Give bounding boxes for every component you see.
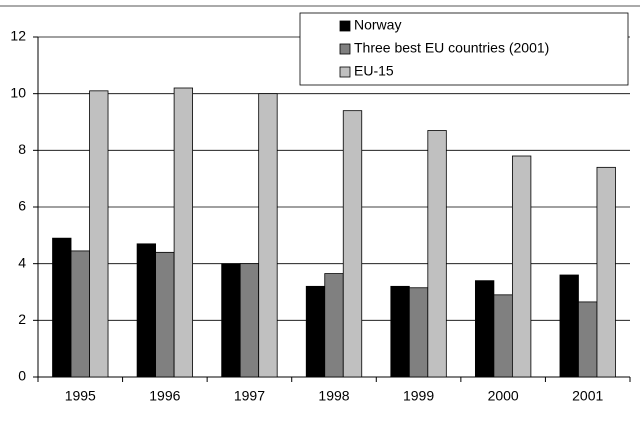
bar <box>342 110 363 378</box>
bar <box>493 294 513 378</box>
x-tick-label: 1997 <box>234 388 265 404</box>
x-tick-label: 1998 <box>318 388 349 404</box>
bar <box>136 243 157 378</box>
bar <box>596 166 616 378</box>
bar <box>305 285 326 378</box>
bar <box>155 251 175 378</box>
bar <box>52 237 72 378</box>
bar <box>474 280 495 378</box>
x-tick-label: 1996 <box>149 388 180 404</box>
bar <box>559 274 579 378</box>
x-tick-label: 2001 <box>572 388 603 404</box>
x-tick-label: 1999 <box>403 388 434 404</box>
bar <box>173 87 194 378</box>
bar <box>324 273 344 378</box>
x-tick-label: 2000 <box>488 388 519 404</box>
y-tick-label: 0 <box>18 368 26 384</box>
y-tick-label: 10 <box>10 84 26 100</box>
y-tick-label: 6 <box>18 198 26 214</box>
y-tick-label: 2 <box>18 311 26 327</box>
bar <box>408 287 429 378</box>
legend-label: Three best EU countries (2001) <box>354 40 549 56</box>
legend-label: Norway <box>354 17 401 33</box>
bar <box>70 250 90 378</box>
legend-label: EU-15 <box>354 63 394 79</box>
bar <box>427 130 447 378</box>
y-tick-label: 8 <box>18 141 26 157</box>
y-tick-label: 4 <box>18 254 26 270</box>
bar <box>511 155 532 378</box>
legend-swatch <box>339 66 351 78</box>
legend-swatch <box>339 20 351 32</box>
x-tick-label: 1995 <box>65 388 96 404</box>
bar <box>578 301 598 378</box>
bar <box>258 93 278 378</box>
bar <box>390 285 410 378</box>
legend-box <box>299 12 629 86</box>
bar <box>239 263 260 378</box>
y-tick-label: 12 <box>10 28 26 44</box>
bar <box>89 90 109 378</box>
legend-swatch <box>339 43 351 55</box>
bar <box>221 263 241 378</box>
